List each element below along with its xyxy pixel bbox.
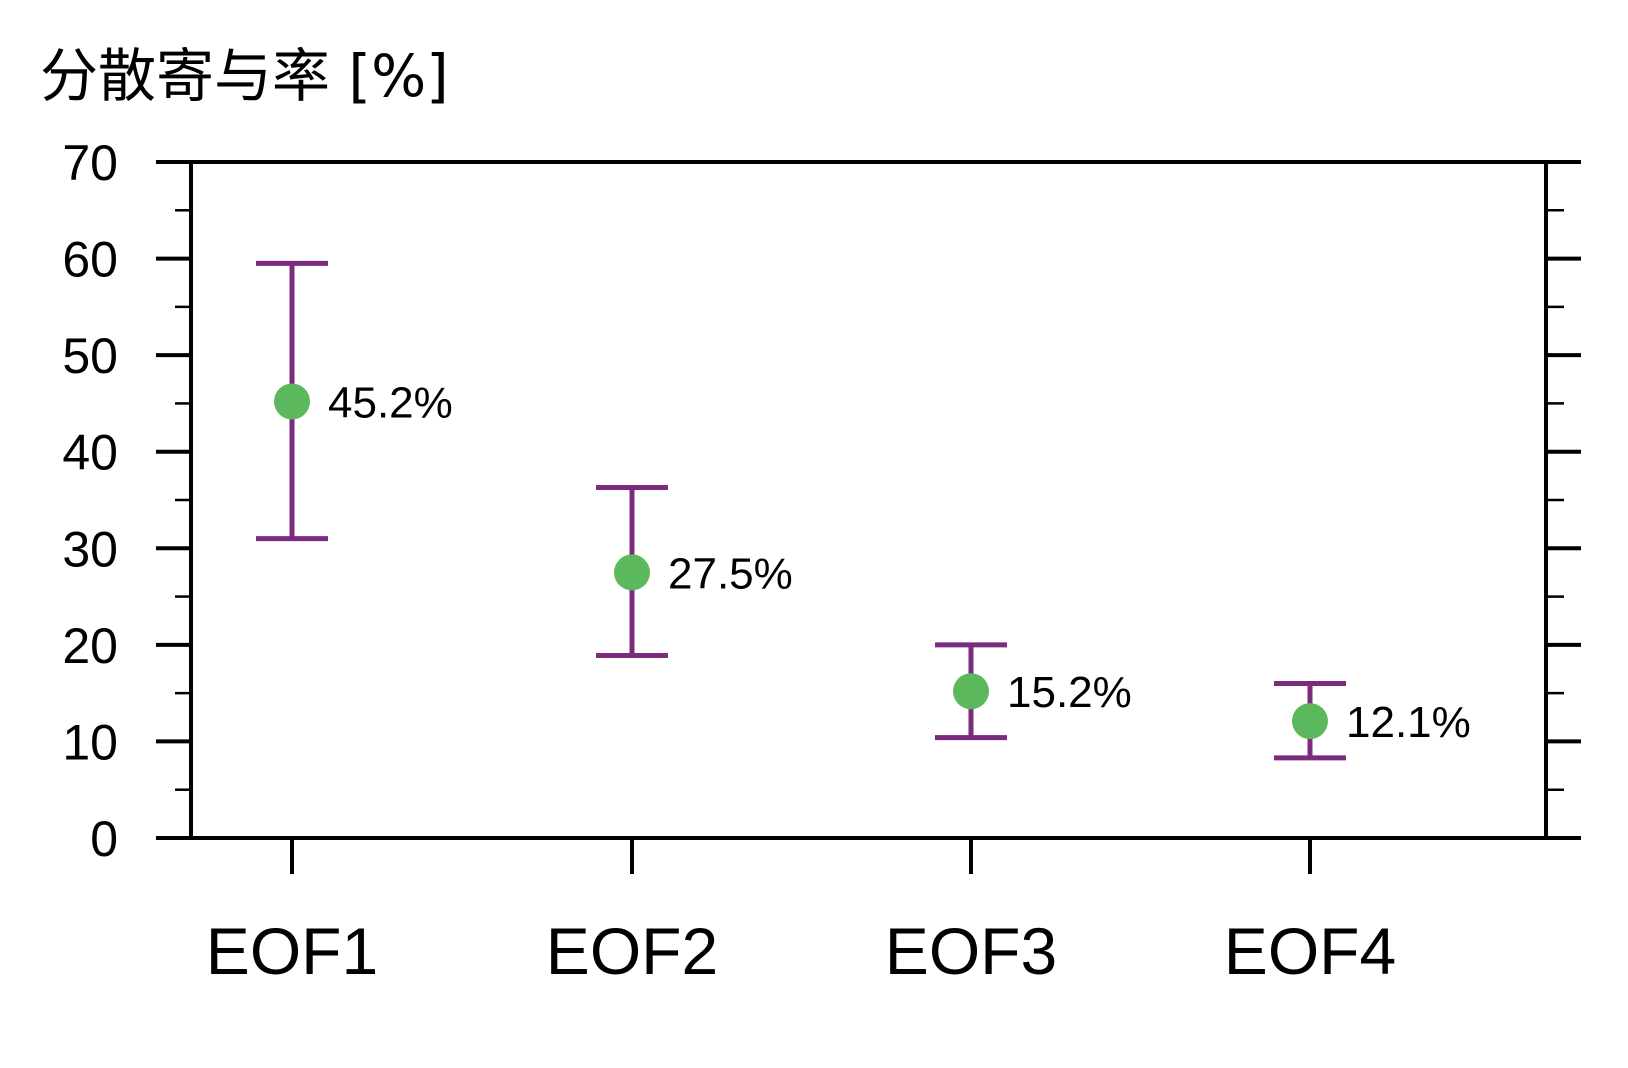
y-tick-label: 50 bbox=[62, 328, 118, 384]
data-label: 12.1% bbox=[1346, 698, 1471, 747]
data-label: 45.2% bbox=[328, 378, 453, 427]
y-tick-label: 60 bbox=[62, 232, 118, 288]
x-tick-label: EOF1 bbox=[206, 914, 378, 988]
data-label: 27.5% bbox=[668, 549, 793, 598]
plot-frame bbox=[189, 160, 1548, 840]
y-tick-label: 10 bbox=[62, 714, 118, 770]
data-point bbox=[953, 673, 989, 710]
y-tick-label: 40 bbox=[62, 425, 118, 481]
chart-title: 分散寄与率 [%] bbox=[40, 42, 449, 110]
chart-marks: 0 10 20 30 40 50 60 70 EOF1 EOF2 EOF3 EOF4 45.2% 27.5… bbox=[62, 135, 1581, 988]
data-point bbox=[1292, 703, 1328, 740]
x-tick-label: EOF3 bbox=[885, 914, 1057, 988]
x-tick-label: EOF2 bbox=[546, 914, 718, 988]
y-tick-label: 30 bbox=[62, 521, 118, 577]
data-label: 15.2% bbox=[1007, 668, 1132, 717]
y-tick-label: 70 bbox=[62, 135, 118, 191]
x-tick-label: EOF4 bbox=[1224, 914, 1396, 988]
data-point bbox=[614, 554, 650, 591]
y-tick-label: 0 bbox=[90, 811, 118, 867]
y-tick-label: 20 bbox=[62, 618, 118, 674]
data-point bbox=[274, 383, 310, 420]
